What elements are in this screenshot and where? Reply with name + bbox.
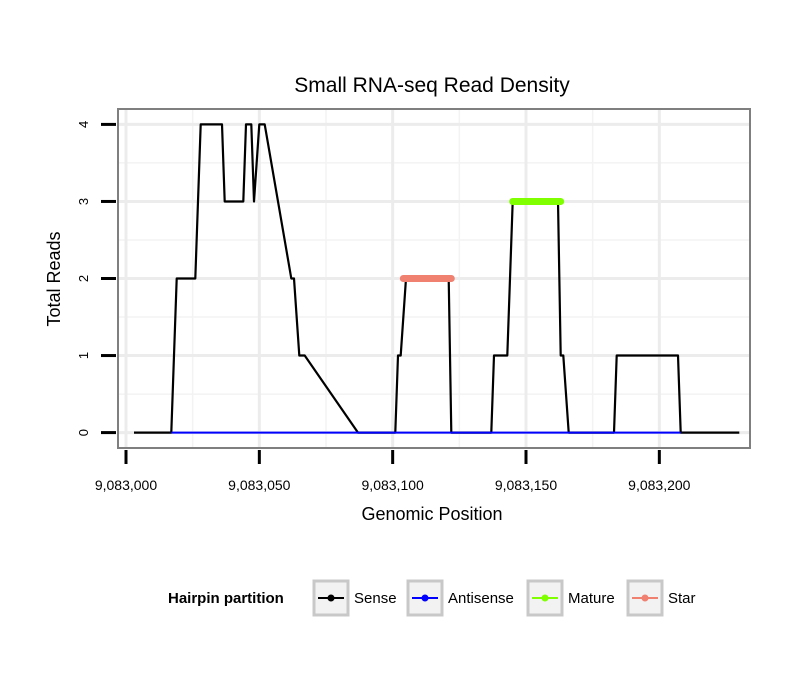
x-tick-label: 9,083,050	[228, 477, 290, 493]
y-axis: 0 1 2 3 4	[76, 121, 116, 436]
legend-key-point	[641, 594, 649, 602]
x-tick-label: 9,083,000	[95, 477, 157, 493]
legend-label-mature: Mature	[568, 590, 615, 607]
legend-items: Sense Antisense Mature Star	[312, 579, 696, 617]
y-tick-label: 0	[76, 429, 91, 436]
legend-key-point	[421, 594, 429, 602]
x-tick-label: 9,083,200	[628, 477, 690, 493]
plot-area	[117, 108, 751, 449]
legend-title: Hairpin partition	[168, 590, 284, 607]
panel-border	[117, 108, 751, 449]
legend-label-antisense: Antisense	[448, 590, 514, 607]
series-layer	[134, 123, 740, 434]
y-tick-label: 2	[76, 275, 91, 282]
x-axis-label: Genomic Position	[361, 504, 502, 524]
chart-title: Small RNA-seq Read Density	[294, 74, 570, 97]
legend-label-star: Star	[668, 590, 696, 607]
x-axis: 9,083,000 9,083,050 9,083,100 9,083,150 9,08…	[95, 450, 691, 493]
legend-label-sense: Sense	[354, 590, 397, 607]
legend: Hairpin partition Sense Antisense Mature St…	[168, 579, 696, 617]
y-axis-label: Total Reads	[44, 231, 64, 326]
grid	[118, 109, 750, 448]
y-tick-label: 4	[76, 121, 91, 128]
y-tick-label: 3	[76, 198, 91, 205]
x-tick-label: 9,083,100	[362, 477, 424, 493]
legend-key-point	[327, 594, 335, 602]
legend-key-point	[541, 594, 549, 602]
y-tick-label: 1	[76, 352, 91, 359]
x-tick-label: 9,083,150	[495, 477, 557, 493]
